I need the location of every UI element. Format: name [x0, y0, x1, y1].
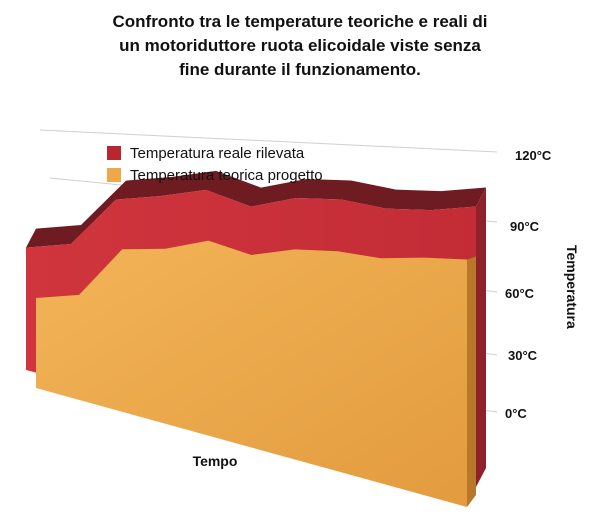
chart-title-line-3: fine durante il funzionamento. — [179, 60, 421, 79]
legend-label: Temperatura reale rilevata — [130, 145, 305, 162]
y-tick-label: 30°C — [508, 348, 538, 363]
legend-label: Temperatura teorica progetto — [130, 167, 323, 184]
y-tick-label: 120°C — [515, 148, 552, 163]
series-real-top-band — [26, 170, 486, 248]
series-theoretical-area — [36, 240, 467, 507]
y-axis-title: Temperatura — [564, 245, 580, 329]
y-tick-label: 0°C — [505, 406, 527, 421]
x-axis-title: Tempo — [193, 453, 238, 469]
series-real-side — [476, 187, 486, 487]
y-axis: 0°C 30°C 60°C 90°C 120°C — [505, 148, 552, 421]
legend-swatch — [107, 146, 121, 160]
chart-title-line-1: Confronto tra le temperature teoriche e … — [112, 12, 488, 31]
series-theoretical-side — [467, 256, 476, 507]
front-series-layer — [36, 240, 476, 507]
grid-line — [39, 129, 498, 153]
legend: Temperatura reale rilevata Temperatura te… — [107, 145, 323, 184]
y-tick-label: 90°C — [510, 219, 540, 234]
y-tick-label: 60°C — [505, 286, 535, 301]
legend-swatch — [107, 168, 121, 182]
chart-title-line-2: un motoriduttore ruota elicoidale viste … — [119, 36, 481, 55]
chart-title: Confronto tra le temperature teoriche e … — [40, 10, 560, 82]
